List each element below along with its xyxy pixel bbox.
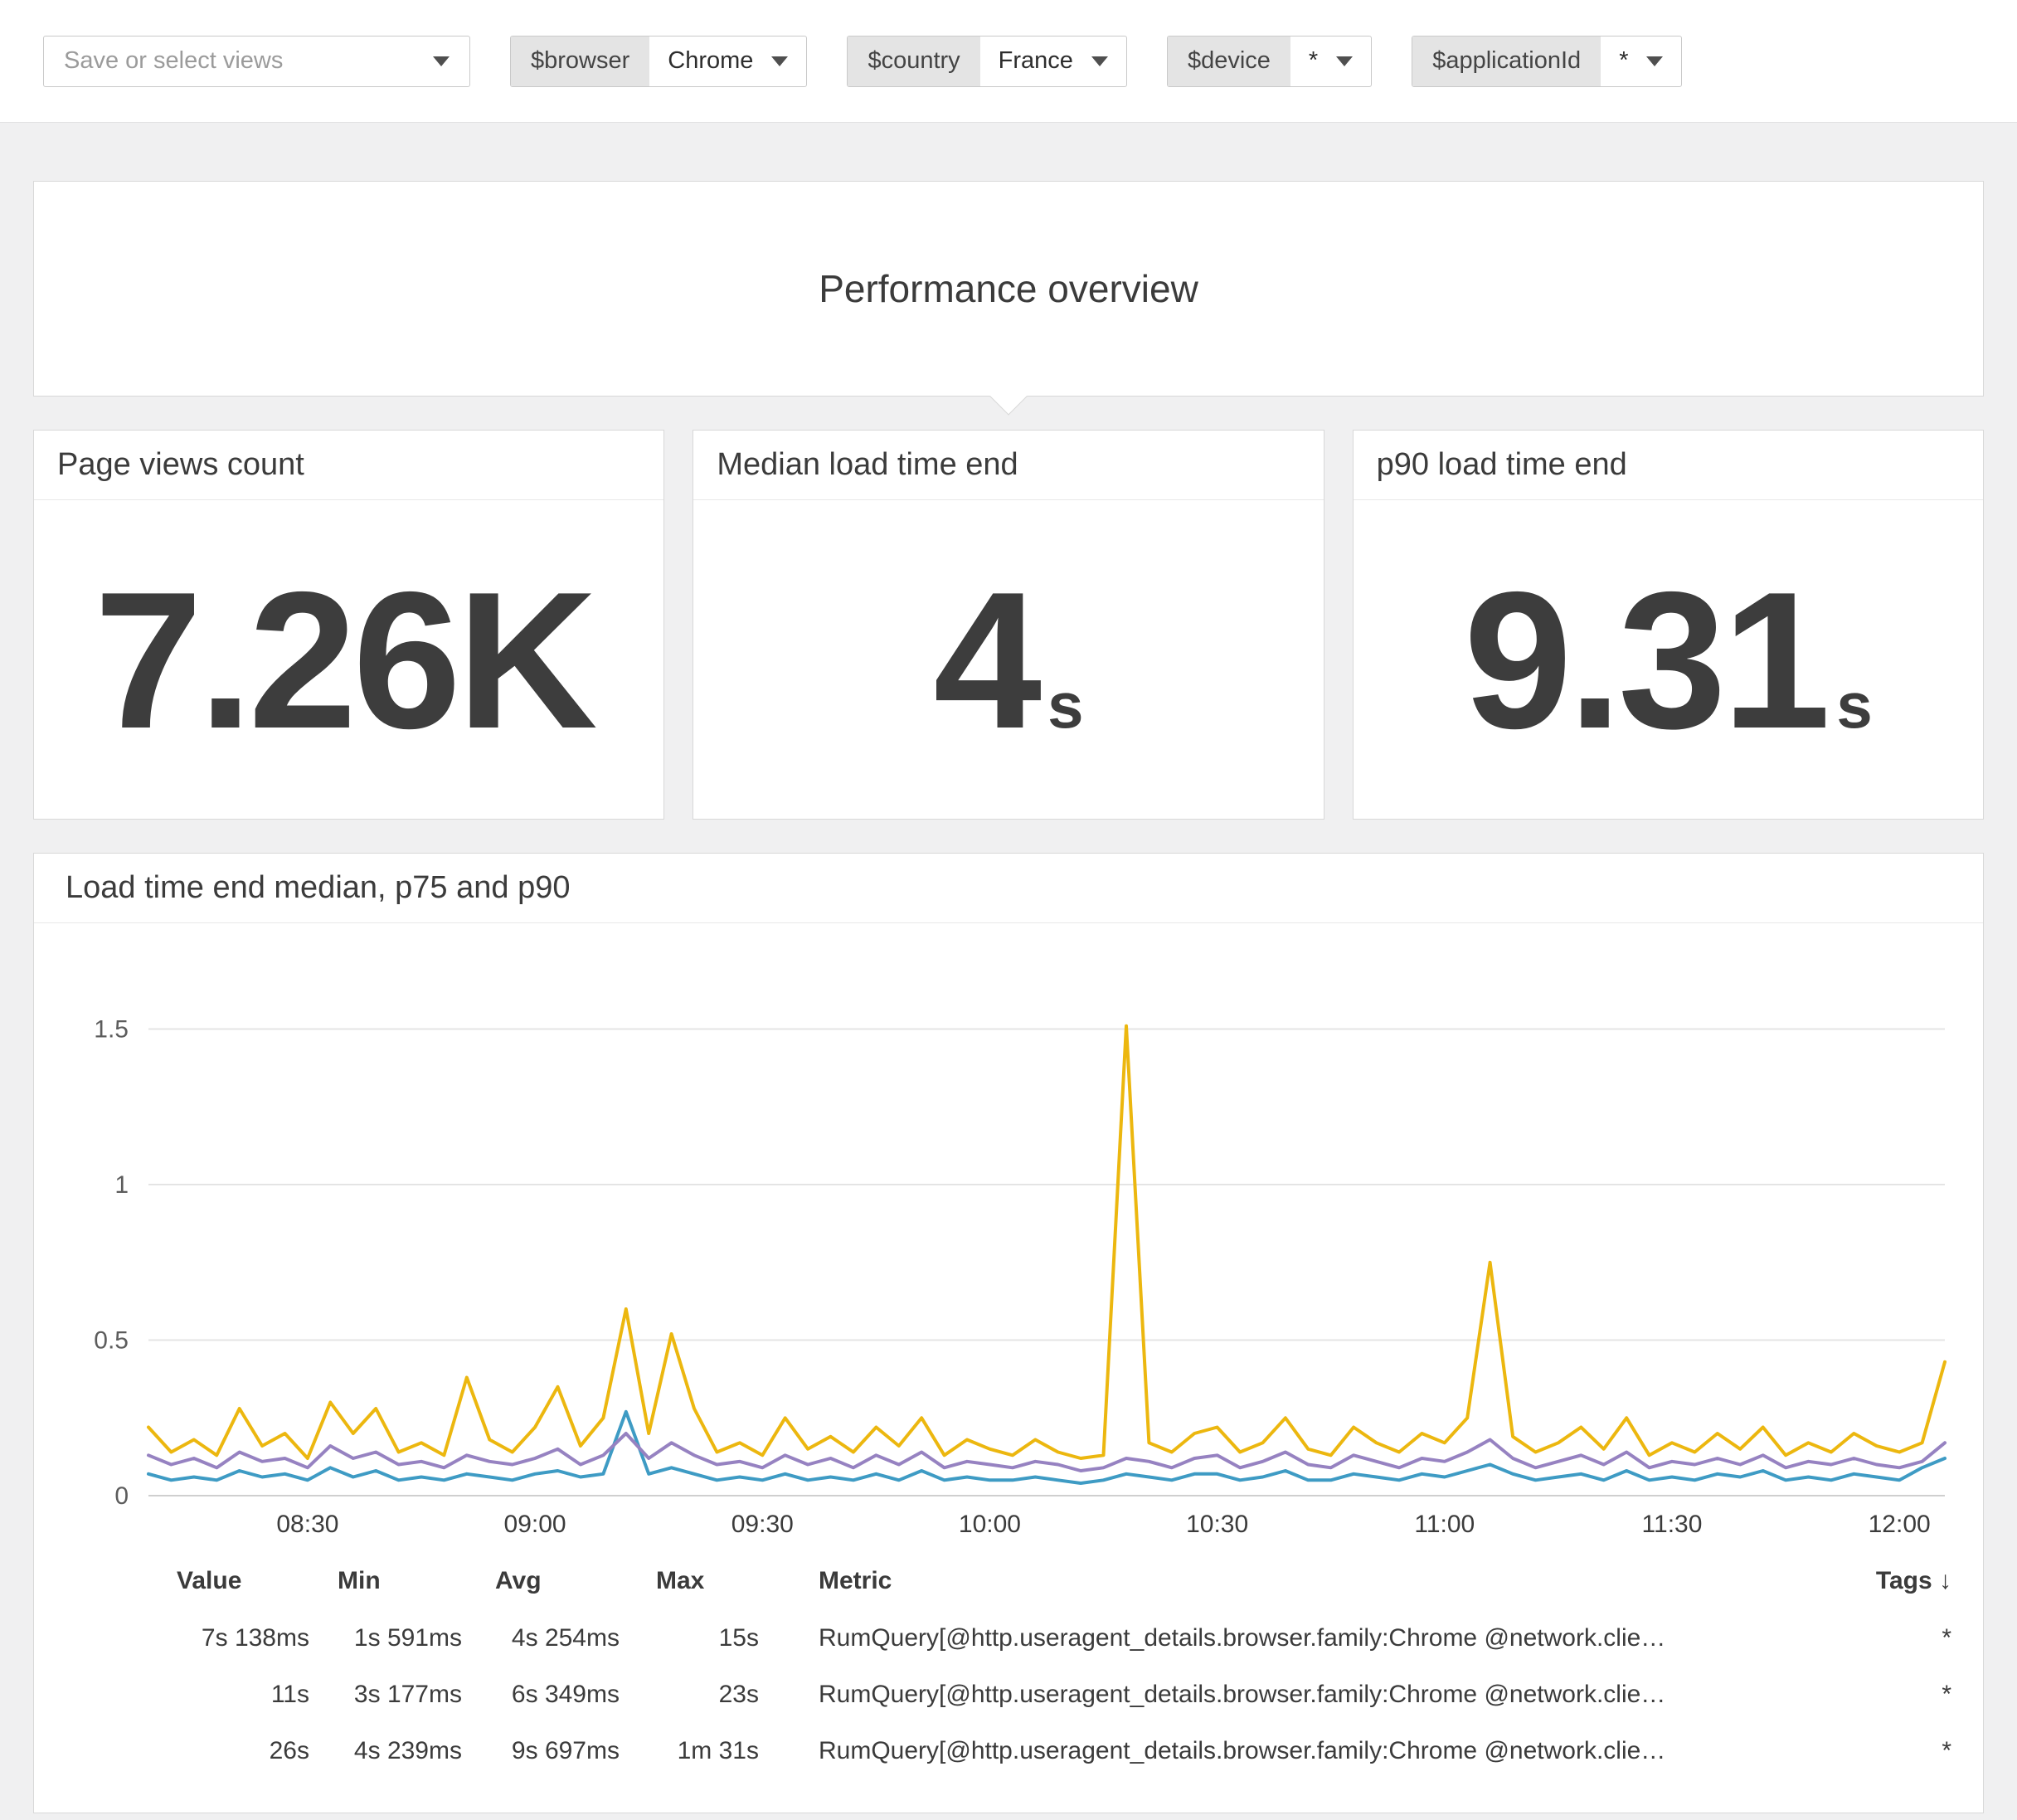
caret-down-icon — [1646, 56, 1664, 66]
svg-text:10:00: 10:00 — [959, 1511, 1021, 1537]
template-var-value: * — [1308, 47, 1319, 74]
chart-title: Load time end median, p75 and p90 — [34, 854, 1983, 923]
svg-text:1.5: 1.5 — [94, 1016, 129, 1044]
legend-header-avg[interactable]: Avg — [495, 1567, 542, 1594]
stat-unit: s — [1047, 668, 1084, 742]
legend-header-value[interactable]: Value — [177, 1567, 242, 1594]
legend-min: 4s 239ms — [353, 1737, 462, 1764]
legend-header-row: Value Min Avg Max Metric Tags ↓ — [105, 1567, 1951, 1595]
caret-down-icon — [1091, 56, 1108, 66]
legend-metric: RumQuery[@http.useragent_details.browser… — [819, 1624, 1666, 1652]
stat-title: Median load time end — [693, 431, 1324, 500]
legend-avg: 4s 254ms — [511, 1624, 620, 1652]
legend-metric: RumQuery[@http.useragent_details.browser… — [819, 1681, 1666, 1708]
legend-max: 23s — [718, 1681, 759, 1708]
template-var-value: France — [998, 47, 1073, 74]
stat-unit: s — [1836, 668, 1873, 742]
stats-row: Page views count 7.26K Median load time … — [33, 430, 1984, 820]
svg-text:09:00: 09:00 — [504, 1511, 566, 1537]
group-card-performance-overview: Performance overview — [33, 181, 1984, 416]
svg-text:08:30: 08:30 — [276, 1511, 338, 1537]
legend-row[interactable]: 11s 3s 177ms 6s 349ms 23s RumQuery[@http… — [105, 1667, 1951, 1723]
stat-title: p90 load time end — [1353, 431, 1983, 500]
svg-text:1: 1 — [114, 1171, 129, 1199]
legend-header-tags[interactable]: Tags ↓ — [1875, 1567, 1951, 1594]
svg-text:0: 0 — [114, 1482, 129, 1510]
legend-row[interactable]: 7s 138ms 1s 591ms 4s 254ms 15s RumQuery[… — [105, 1610, 1951, 1667]
svg-text:11:30: 11:30 — [1642, 1511, 1703, 1537]
legend-avg: 9s 697ms — [511, 1737, 620, 1764]
template-var-name: $country — [848, 36, 980, 86]
template-var-country[interactable]: $country France — [847, 35, 1127, 87]
template-var-browser[interactable]: $browser Chrome — [510, 35, 808, 87]
svg-text:09:30: 09:30 — [731, 1511, 794, 1537]
stat-card-page-views: Page views count 7.26K — [33, 430, 665, 820]
legend-header-min[interactable]: Min — [338, 1567, 381, 1594]
legend-min: 1s 591ms — [353, 1624, 462, 1652]
template-var-device[interactable]: $device * — [1166, 35, 1373, 87]
views-select-placeholder: Save or select views — [64, 47, 284, 74]
legend-tags: * — [1942, 1624, 1951, 1652]
legend-value: 11s — [270, 1681, 309, 1708]
stat-card-median-load-time: Median load time end 4 s — [693, 430, 1324, 820]
template-var-value: Chrome — [668, 47, 754, 74]
dashboard-page: Performance overview Page views count 7.… — [0, 181, 2017, 1813]
svg-text:12:00: 12:00 — [1869, 1511, 1931, 1537]
legend-avg: 6s 349ms — [511, 1681, 620, 1708]
template-var-value: * — [1619, 47, 1629, 74]
template-var-name: $applicationId — [1412, 36, 1601, 86]
legend-metric: RumQuery[@http.useragent_details.browser… — [819, 1737, 1666, 1764]
legend-value: 26s — [269, 1737, 309, 1764]
stat-value: 4 — [933, 550, 1042, 769]
stat-card-p90-load-time: p90 load time end 9.31 s — [1352, 430, 1984, 820]
stat-value: 9.31 — [1463, 550, 1830, 769]
legend-value: 7s 138ms — [201, 1624, 309, 1652]
stat-value: 7.26K — [94, 550, 598, 769]
stat-title: Page views count — [34, 431, 664, 500]
views-select[interactable]: Save or select views — [43, 35, 470, 87]
template-var-name: $browser — [511, 36, 650, 86]
caret-down-icon — [1336, 56, 1354, 66]
svg-text:0.5: 0.5 — [94, 1327, 129, 1355]
legend-header-max[interactable]: Max — [656, 1567, 705, 1594]
legend-header-metric[interactable]: Metric — [819, 1567, 892, 1594]
caret-down-icon — [433, 56, 450, 66]
template-var-applicationid[interactable]: $applicationId * — [1412, 35, 1683, 87]
topbar: Save or select views $browser Chrome $co… — [0, 0, 2017, 123]
legend-table: Value Min Avg Max Metric Tags ↓ 7s 138ms… — [34, 1537, 1983, 1793]
legend-min: 3s 177ms — [353, 1681, 462, 1708]
template-var-name: $device — [1167, 36, 1290, 86]
card-notch — [989, 377, 1028, 416]
svg-text:11:00: 11:00 — [1414, 1511, 1475, 1537]
legend-max: 1m 31s — [677, 1737, 759, 1764]
group-title: Performance overview — [819, 267, 1198, 310]
legend-max: 15s — [718, 1624, 759, 1652]
svg-text:10:30: 10:30 — [1186, 1511, 1248, 1537]
legend-tags: * — [1942, 1737, 1951, 1764]
timeseries-svg[interactable]: 0 0.5 1 1.5 08:30 09:00 09:30 10:00 10:30 11:00 11… — [66, 965, 1951, 1537]
legend-row[interactable]: 26s 4s 239ms 9s 697ms 1m 31s RumQuery[@h… — [105, 1723, 1951, 1779]
legend-tags: * — [1942, 1681, 1951, 1708]
timeseries-card: Load time end median, p75 and p90 0 0.5 1 1… — [33, 853, 1984, 1813]
caret-down-icon — [771, 56, 789, 66]
